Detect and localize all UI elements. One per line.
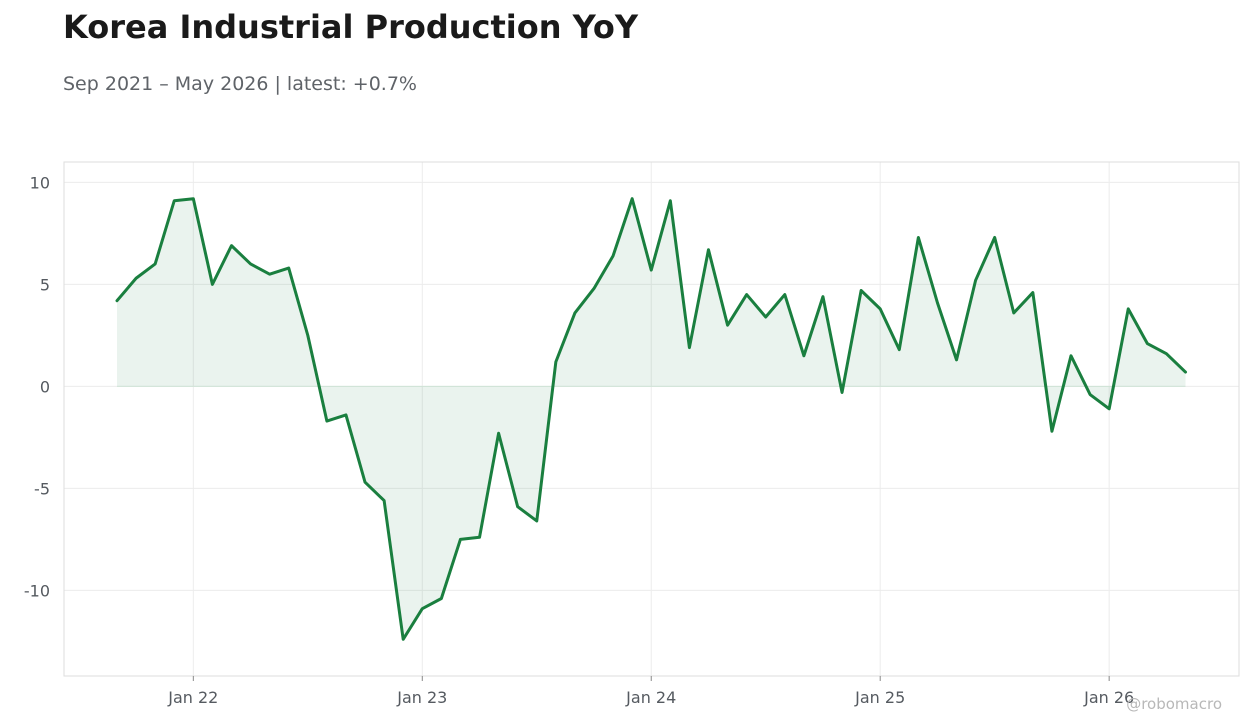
data-point	[535, 519, 538, 522]
data-point	[116, 299, 119, 302]
x-tick-label: Jan 25	[854, 688, 905, 707]
data-point	[249, 262, 252, 265]
data-point	[936, 301, 939, 304]
line-layer	[115, 197, 1187, 641]
data-point	[898, 348, 901, 351]
data-point	[783, 293, 786, 296]
data-point	[593, 287, 596, 290]
grid-layer	[64, 162, 1239, 676]
data-point	[135, 277, 138, 280]
data-point	[917, 236, 920, 239]
data-point	[1070, 354, 1073, 357]
x-tick-label: Jan 24	[625, 688, 676, 707]
data-point	[1012, 311, 1015, 314]
data-point	[879, 307, 882, 310]
data-point	[1031, 291, 1034, 294]
x-tick-label: Jan 23	[396, 688, 447, 707]
x-tick-label: Jan 22	[167, 688, 218, 707]
data-point	[402, 638, 405, 641]
data-point	[497, 432, 500, 435]
data-point	[211, 283, 214, 286]
data-point	[478, 536, 481, 539]
data-point	[268, 273, 271, 276]
data-point	[1050, 430, 1053, 433]
y-tick-label: 0	[40, 377, 50, 396]
data-point	[573, 311, 576, 314]
y-tick-label: 10	[30, 173, 50, 192]
data-point	[631, 197, 634, 200]
data-point	[287, 267, 290, 270]
data-point	[1108, 407, 1111, 410]
data-point	[1146, 342, 1149, 345]
data-point	[306, 334, 309, 337]
data-point	[669, 199, 672, 202]
data-point	[707, 248, 710, 251]
data-point	[764, 316, 767, 319]
data-point	[1127, 307, 1130, 310]
y-tick-label: -5	[34, 479, 50, 498]
data-point	[516, 505, 519, 508]
data-point	[974, 279, 977, 282]
x-tick-label: Jan 26	[1083, 688, 1134, 707]
data-point	[802, 354, 805, 357]
data-point	[650, 269, 653, 272]
series-area	[117, 198, 1186, 640]
data-point	[344, 413, 347, 416]
data-point	[459, 538, 462, 541]
data-point	[421, 607, 424, 610]
data-point	[364, 481, 367, 484]
data-point	[745, 293, 748, 296]
data-point	[860, 289, 863, 292]
data-point	[440, 597, 443, 600]
data-point	[726, 324, 729, 327]
chart-subtitle: Sep 2021 – May 2026 | latest: +0.7%	[63, 73, 417, 95]
data-point	[1184, 371, 1187, 374]
data-point	[192, 197, 195, 200]
data-point	[688, 346, 691, 349]
y-tick-label: -10	[24, 581, 50, 600]
data-point	[325, 420, 328, 423]
data-point	[955, 358, 958, 361]
data-point	[383, 499, 386, 502]
data-point	[841, 391, 844, 394]
data-point	[821, 295, 824, 298]
data-point	[1089, 393, 1092, 396]
tick-layer: 10 5 0 -5 -10 Jan 22 Jan 23 Jan 24 Jan 25 Jan 26	[24, 173, 1134, 707]
series-line	[115, 197, 1187, 641]
chart-title: Korea Industrial Production YoY	[63, 8, 639, 46]
data-point	[612, 254, 615, 257]
data-point	[554, 360, 557, 363]
data-point	[154, 262, 157, 265]
data-point	[173, 199, 176, 202]
area-layer	[117, 198, 1186, 640]
data-point	[1165, 352, 1168, 355]
watermark: @robomacro	[1126, 695, 1222, 713]
y-tick-label: 5	[40, 275, 50, 294]
data-point	[230, 244, 233, 247]
data-point	[993, 236, 996, 239]
